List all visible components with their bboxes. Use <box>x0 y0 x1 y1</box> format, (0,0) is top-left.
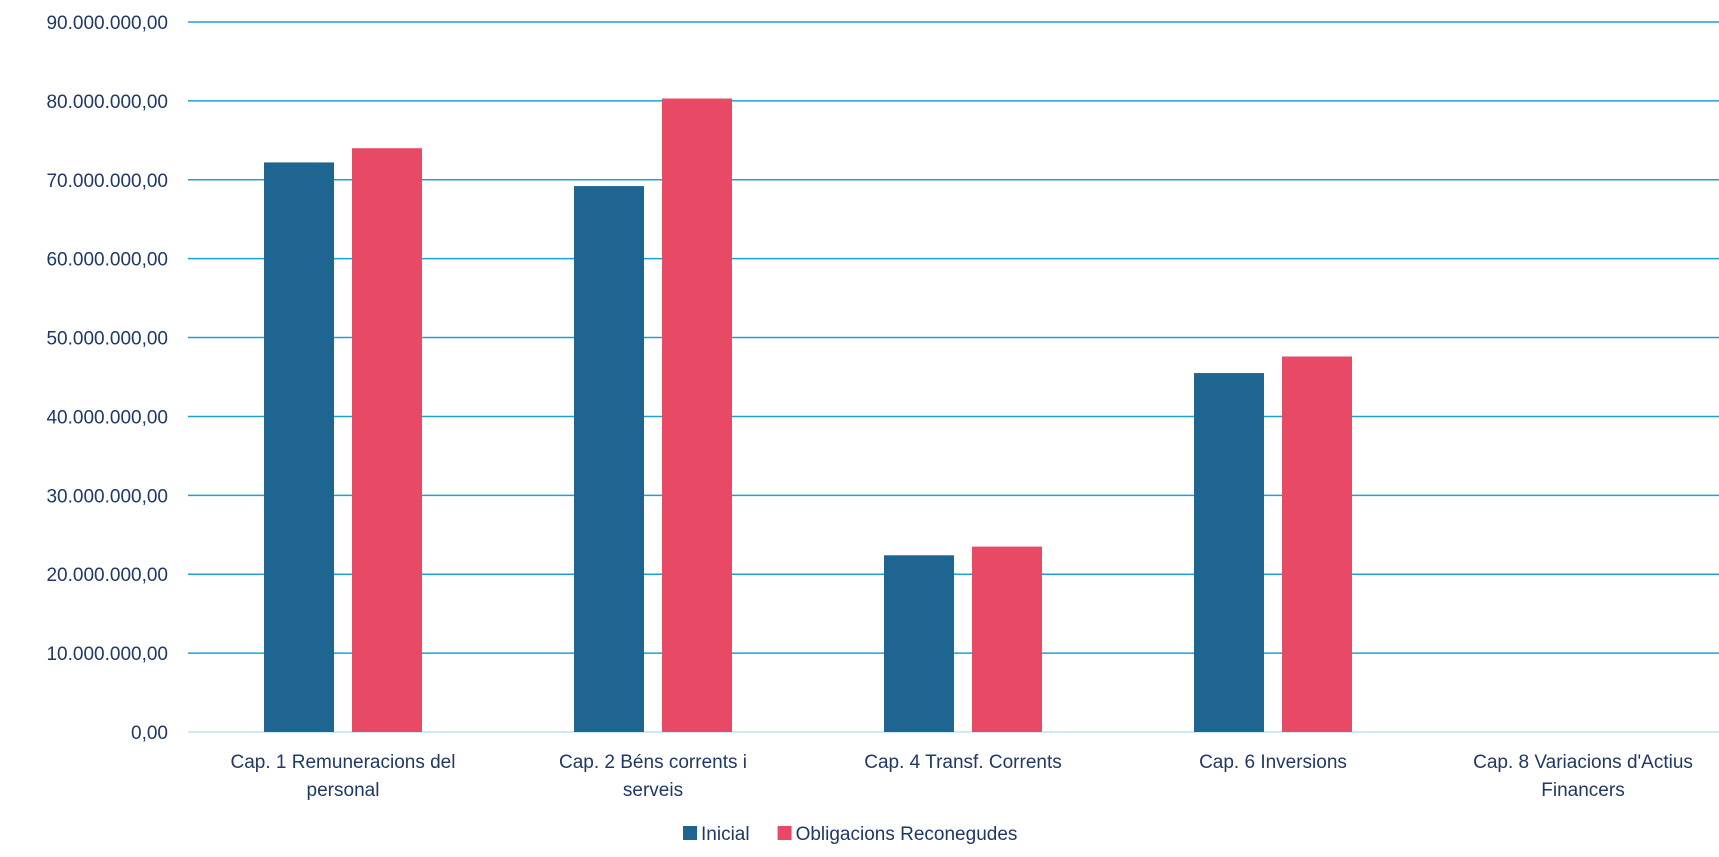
bar-obligacions-reconegudes-3 <box>1282 356 1352 732</box>
bar-obligacions-reconegudes-2 <box>972 546 1042 732</box>
legend-label-1: Obligacions Reconegudes <box>796 824 1018 845</box>
x-tick-label: Cap. 8 Variacions d'Actius <box>1473 752 1693 773</box>
bar-inicial-0 <box>264 162 334 732</box>
x-tick-label: personal <box>307 780 380 801</box>
y-tick-label: 50.000.000,00 <box>46 329 168 350</box>
y-tick-label: 10.000.000,00 <box>46 644 168 665</box>
x-tick-label: serveis <box>623 780 683 801</box>
bar-inicial-1 <box>574 186 644 733</box>
bar-inicial-2 <box>884 555 954 732</box>
y-tick-label: 90.000.000,00 <box>46 13 168 34</box>
bar-obligacions-reconegudes-1 <box>662 98 732 733</box>
y-tick-label: 0,00 <box>131 723 168 744</box>
x-tick-label: Financers <box>1541 780 1624 801</box>
legend: Inicial Obligacions Reconegudes <box>683 824 1017 845</box>
legend-label-0: Inicial <box>701 824 750 845</box>
y-tick-label: 20.000.000,00 <box>46 565 168 586</box>
x-tick-label: Cap. 6 Inversions <box>1199 752 1347 773</box>
bars <box>264 98 1352 733</box>
legend-swatch-1 <box>777 826 792 840</box>
gridlines <box>188 21 1719 733</box>
bar-inicial-3 <box>1194 373 1264 732</box>
legend-swatch-0 <box>683 826 697 840</box>
x-tick-label: Cap. 4 Transf. Corrents <box>864 752 1061 773</box>
y-axis: 0,00 10.000.000,00 20.000.000,00 30.000.000… <box>46 13 168 744</box>
x-tick-label: Cap. 2 Béns corrents i <box>559 752 747 773</box>
y-tick-label: 80.000.000,00 <box>46 92 168 113</box>
y-tick-label: 60.000.000,00 <box>46 250 168 271</box>
x-axis: Cap. 1 Remuneracions del personal Cap. 2 B… <box>231 752 1693 801</box>
x-tick-label: Cap. 1 Remuneracions del <box>231 752 456 773</box>
y-tick-label: 70.000.000,00 <box>46 171 168 192</box>
y-tick-label: 30.000.000,00 <box>46 486 168 507</box>
bar-obligacions-reconegudes-0 <box>352 148 422 732</box>
y-tick-label: 40.000.000,00 <box>46 407 168 428</box>
